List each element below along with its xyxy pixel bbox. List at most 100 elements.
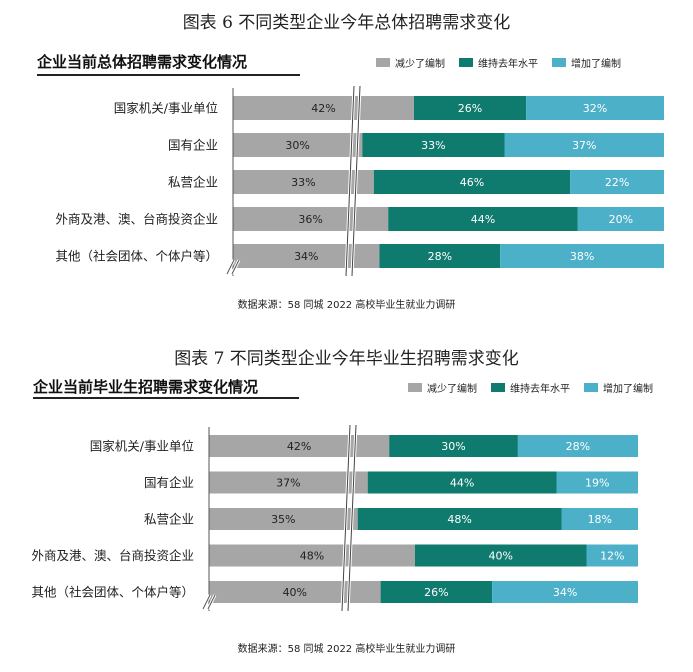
- legend-maintain: 维持去年水平: [459, 55, 538, 70]
- legend-swatch: [376, 58, 390, 67]
- bar-segment-maintain: [379, 244, 501, 268]
- category-label: 私营企业: [168, 175, 218, 190]
- data-label: 42%: [287, 440, 311, 453]
- bar-segment-increase: [570, 170, 664, 194]
- data-label: 28%: [566, 440, 590, 453]
- legend-increase: 增加了编制: [552, 55, 621, 70]
- bar-segment-increase: [577, 207, 664, 231]
- chart-1-legend: 减少了编制 维持去年水平 增加了编制: [376, 55, 635, 70]
- bar-segment-maintain: [414, 96, 527, 120]
- bar-segment-increase: [526, 96, 664, 120]
- legend-decrease: 减少了编制: [376, 55, 445, 70]
- data-label: 40%: [488, 550, 512, 563]
- data-label: 34%: [553, 586, 577, 599]
- legend-label: 增加了编制: [571, 59, 621, 70]
- bar-segment-maintain: [380, 581, 493, 603]
- chart-2-title-rule: [33, 397, 299, 399]
- chart-1-title-rule: [37, 74, 300, 76]
- bar-segment-decrease: [209, 544, 415, 567]
- bar-segment-decrease: [209, 471, 368, 494]
- legend-swatch: [552, 58, 566, 67]
- bar-segment-maintain: [414, 544, 587, 567]
- data-label: 30%: [285, 139, 309, 152]
- bar-segment-maintain: [388, 207, 578, 231]
- bar-segment-increase: [561, 508, 638, 530]
- data-label: 37%: [276, 477, 300, 490]
- legend-maintain: 维持去年水平: [491, 380, 570, 395]
- bar-segment-decrease: [209, 435, 390, 457]
- axis-break-mark: [231, 259, 240, 275]
- data-label: 20%: [609, 213, 633, 226]
- bar-segment-maintain: [389, 435, 518, 457]
- break-slash-b: [347, 424, 357, 612]
- data-label: 37%: [572, 139, 596, 152]
- category-label: 其他（社会团体、个体户等）: [31, 585, 194, 600]
- bar-segment-maintain: [373, 170, 571, 194]
- legend-decrease: 减少了编制: [408, 380, 477, 395]
- chart-2-source: 数据来源：58 同城 2022 高校毕业生就业力调研: [237, 644, 456, 655]
- bar-segment-maintain: [362, 133, 505, 157]
- bar-segment-increase: [492, 581, 638, 603]
- data-label: 44%: [450, 477, 474, 490]
- legend-swatch: [459, 58, 473, 67]
- data-label: 28%: [428, 250, 452, 263]
- data-label: 33%: [291, 176, 315, 189]
- bar-segment-increase: [556, 471, 638, 494]
- category-label: 国有企业: [144, 475, 194, 490]
- break-slash-a: [341, 424, 351, 612]
- data-label: 22%: [605, 176, 629, 189]
- category-label: 其他（社会团体、个体户等）: [55, 249, 218, 264]
- bar-segment-decrease: [233, 244, 380, 268]
- data-label: 34%: [294, 250, 318, 263]
- bar-segment-increase: [504, 133, 664, 157]
- break-slash-b: [351, 85, 361, 277]
- legend-swatch: [491, 383, 505, 392]
- data-label: 44%: [471, 213, 495, 226]
- break-slash-a: [345, 85, 355, 277]
- legend-label: 减少了编制: [427, 384, 477, 395]
- data-label: 19%: [585, 477, 609, 490]
- bar-segment-increase: [500, 244, 664, 268]
- data-label: 46%: [460, 176, 484, 189]
- bar-segment-decrease: [233, 133, 363, 157]
- legend-increase: 增加了编制: [584, 380, 653, 395]
- chart-2-legend: 减少了编制 维持去年水平 增加了编制: [408, 380, 667, 395]
- chart-1-title: 企业当前总体招聘需求变化情况: [37, 53, 248, 71]
- bar-segment-maintain: [367, 471, 557, 494]
- data-label: 30%: [441, 440, 465, 453]
- category-label: 私营企业: [144, 512, 194, 527]
- bar-segment-decrease: [233, 207, 389, 231]
- data-label: 35%: [271, 513, 295, 526]
- legend-swatch: [408, 383, 422, 392]
- data-label: 32%: [583, 102, 607, 115]
- bar-segment-increase: [517, 435, 638, 457]
- data-label: 26%: [458, 102, 482, 115]
- data-label: 18%: [588, 513, 612, 526]
- category-label: 国有企业: [168, 138, 218, 153]
- data-label: 33%: [421, 139, 445, 152]
- legend-label: 增加了编制: [603, 384, 653, 395]
- axis-break-mark: [202, 594, 211, 610]
- chart-1-source: 数据来源：58 同城 2022 高校毕业生就业力调研: [237, 300, 456, 311]
- figure-6-title: 图表 6 不同类型企业今年总体招聘需求变化: [182, 13, 511, 33]
- data-label: 42%: [311, 102, 335, 115]
- axis-break-mark: [207, 594, 216, 610]
- data-label: 36%: [298, 213, 322, 226]
- data-label: 26%: [424, 586, 448, 599]
- data-label: 48%: [447, 513, 471, 526]
- bar-segment-decrease: [233, 96, 414, 120]
- data-label: 40%: [283, 586, 307, 599]
- bar-segment-maintain: [357, 508, 562, 530]
- category-label: 外商及港、澳、台商投资企业: [55, 212, 218, 227]
- category-label: 国家机关/事业单位: [90, 439, 194, 454]
- legend-label: 维持去年水平: [510, 384, 570, 395]
- data-label: 12%: [600, 550, 624, 563]
- legend-label: 减少了编制: [395, 59, 445, 70]
- bar-segment-increase: [586, 544, 638, 567]
- axis-break-mark: [226, 259, 235, 275]
- bar-segment-decrease: [209, 581, 381, 603]
- legend-label: 维持去年水平: [478, 59, 538, 70]
- bar-segment-decrease: [209, 508, 358, 530]
- figure-7-title: 图表 7 不同类型企业今年毕业生招聘需求变化: [174, 349, 519, 369]
